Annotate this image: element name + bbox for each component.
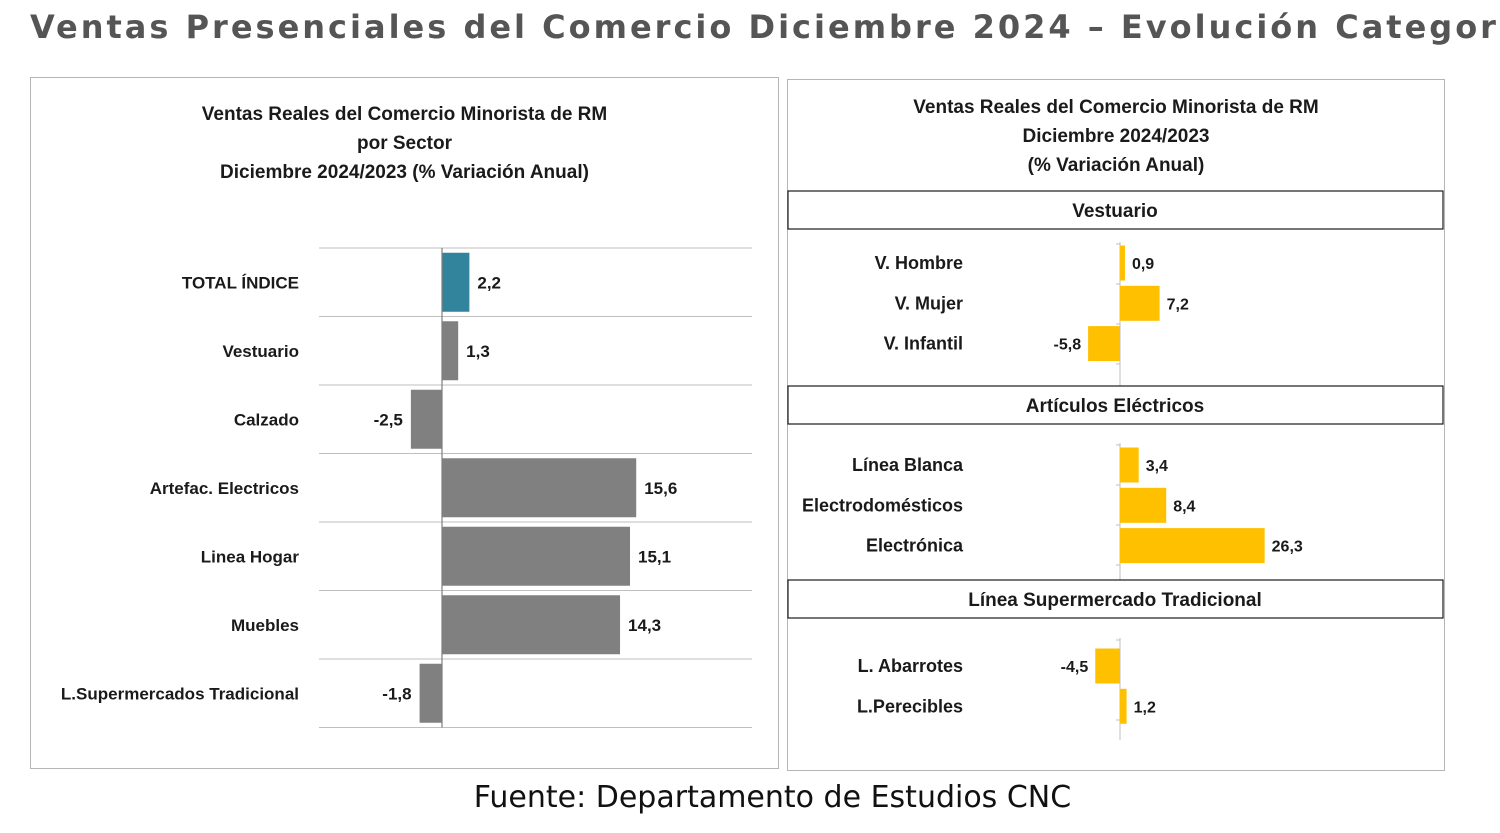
page-title: Ventas Presenciales del Comercio Diciemb… [30, 8, 1500, 46]
data-label: 15,6 [644, 479, 677, 498]
data-label: -4,5 [1061, 659, 1089, 676]
bar [1120, 528, 1265, 564]
bar [1088, 326, 1120, 362]
right-chart-panel: Ventas Reales del Comercio Minorista de … [787, 79, 1445, 771]
data-label: 0,9 [1132, 256, 1154, 273]
bar [442, 252, 470, 312]
bar [442, 595, 621, 655]
data-label: -5,8 [1054, 337, 1082, 354]
category-label: L.Supermercados Tradicional [61, 684, 299, 703]
bar [442, 321, 459, 381]
right-chart-title: Ventas Reales del Comercio Minorista de … [788, 93, 1444, 180]
data-label: 7,2 [1167, 296, 1189, 313]
category-label: Electrodomésticos [802, 495, 963, 515]
category-label: V. Infantil [884, 334, 963, 354]
left-chart-panel: Ventas Reales del Comercio Minorista de … [30, 77, 779, 769]
category-label: L. Abarrotes [858, 656, 963, 676]
bar [1120, 447, 1139, 483]
bar [442, 526, 630, 586]
category-label: V. Hombre [875, 253, 963, 273]
bar [1120, 487, 1167, 523]
right-chart-title-line: Diciembre 2024/2023 [1022, 126, 1210, 147]
category-label: V. Mujer [895, 293, 963, 313]
data-label: 1,2 [1134, 699, 1156, 716]
category-label: TOTAL ÍNDICE [182, 273, 299, 292]
bar [1120, 688, 1127, 724]
data-label: 15,1 [638, 547, 671, 566]
data-label: 2,2 [477, 273, 501, 292]
right-chart-title-line: Ventas Reales del Comercio Minorista de … [913, 97, 1319, 118]
left-chart-title-line: por Sector [356, 133, 453, 154]
group-header-box [787, 579, 1444, 619]
right-chart-title-line: (% Variación Anual) [1027, 155, 1205, 176]
group-header-label: Artículos Eléctricos [1026, 396, 1204, 417]
group-header-label: Línea Supermercado Tradicional [968, 590, 1262, 611]
bar [410, 389, 442, 449]
left-chart-title-line: Diciembre 2024/2023 (% Variación Anual) [220, 162, 589, 183]
category-label: Vestuario [222, 342, 299, 361]
category-label: Linea Hogar [201, 547, 300, 566]
category-label: Electrónica [866, 536, 964, 556]
bar [1095, 648, 1120, 684]
group-header-box [787, 190, 1444, 230]
left-chart-title: Ventas Reales del Comercio Minorista de … [31, 100, 778, 187]
source-note: Fuente: Departamento de Estudios CNC [473, 780, 1072, 815]
data-label: 1,3 [466, 342, 490, 361]
group-header-box [787, 385, 1444, 425]
data-label: -2,5 [374, 410, 403, 429]
data-label: 14,3 [628, 616, 661, 635]
bar [1120, 245, 1125, 281]
data-label: -1,8 [382, 684, 411, 703]
category-label: L.Perecibles [857, 696, 963, 716]
data-label: 26,3 [1272, 539, 1303, 556]
bar [442, 458, 637, 518]
category-label: Artefac. Electricos [150, 479, 299, 498]
category-label: Línea Blanca [852, 455, 964, 475]
category-label: Calzado [234, 410, 299, 429]
data-label: 8,4 [1173, 498, 1195, 515]
group-header-label: Vestuario [1072, 201, 1158, 222]
right-bar-chart: Vestuario 0,9 V. Hombre 7,2 V. Mujer -5,8 V. I… [787, 190, 1444, 740]
left-bar-chart: 2,2 TOTAL ÍNDICE 1,3 Vestuario -2,5 Calzado 15… [61, 247, 752, 728]
bar [1120, 285, 1160, 321]
left-chart-title-line: Ventas Reales del Comercio Minorista de … [201, 104, 608, 125]
data-label: 3,4 [1146, 458, 1168, 475]
bar [419, 663, 442, 723]
category-label: Muebles [231, 616, 299, 635]
